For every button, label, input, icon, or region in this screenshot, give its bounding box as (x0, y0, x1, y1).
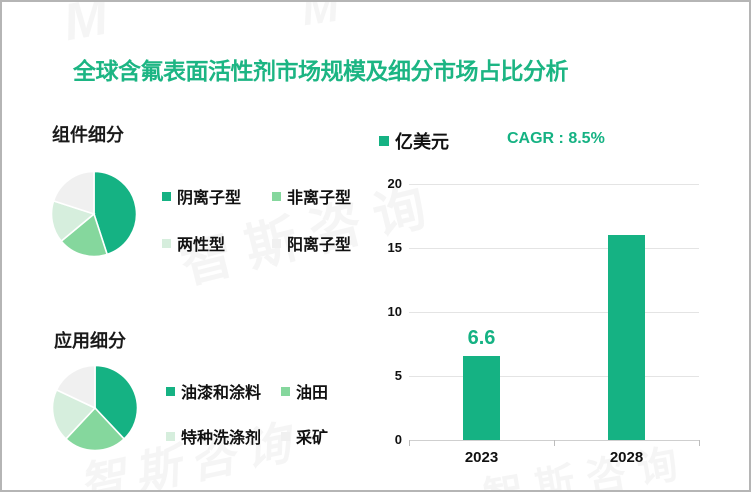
bar-2023 (463, 355, 500, 440)
pie-slice (52, 170, 95, 216)
y-axis-tick-label: 10 (387, 304, 402, 319)
legend-item: 两性型 (162, 231, 225, 255)
legend-swatch-cationic (272, 238, 281, 248)
gridline (409, 375, 699, 377)
bar-value-label: 6.6 (467, 326, 496, 349)
legend-item: 油漆和涂料 (166, 379, 261, 403)
x-axis-tick (409, 440, 410, 446)
legend-swatch-paints (166, 386, 175, 396)
legend-item: 油田 (281, 379, 328, 403)
legend-label-detergents: 特种洗涤剂 (181, 430, 262, 447)
bar-chart-unit-legend: 亿美元 (379, 128, 449, 154)
legend-label-oilfield: 油田 (296, 385, 329, 402)
pie-slice (93, 170, 138, 256)
bar-chart-plot: 0 5 10 15 20 6.6 2023 2028 (388, 176, 700, 466)
watermark-logo-top-center: M (298, 0, 342, 36)
legend-label-mining: 采矿 (296, 430, 329, 447)
legend-swatch-oilfield (281, 386, 290, 396)
x-axis-category-label: 2028 (609, 449, 644, 466)
y-axis-tick-label: 20 (387, 176, 402, 191)
bar-2028 (608, 235, 645, 440)
cagr-label: CAGR : 8.5% (507, 130, 605, 147)
legend-swatch-anionic (162, 191, 171, 201)
legend-item: 阴离子型 (162, 184, 241, 208)
gridline (409, 183, 699, 185)
pie-slice (94, 364, 139, 441)
page-title: 全球含氟表面活性剂市场规模及细分市场占比分析 (73, 58, 569, 84)
x-axis-category-label: 2023 (464, 449, 499, 466)
pie-slice (55, 364, 96, 410)
legend-item: 阳离子型 (272, 231, 351, 255)
section-heading-components: 组件细分 (52, 125, 124, 145)
legend-label-anionic: 阴离子型 (177, 190, 242, 207)
section-heading-applications: 应用细分 (54, 331, 126, 351)
watermark-text-middle: 智斯咨询 (175, 174, 446, 295)
pie-chart-components (50, 170, 138, 258)
legend-swatch-detergents (166, 431, 175, 441)
legend-swatch-mining (281, 431, 290, 441)
x-axis-tick (554, 440, 555, 446)
pie-slice (51, 388, 97, 441)
pie-slice (64, 406, 126, 452)
legend-label-cationic: 阳离子型 (287, 237, 352, 254)
gridline (409, 247, 699, 249)
pie-slice (60, 212, 109, 258)
legend-swatch-unit (379, 136, 389, 146)
legend-swatch-amphoteric (162, 238, 171, 248)
watermark-logo-top-left: M (59, 0, 113, 53)
y-axis-tick-label: 15 (387, 240, 402, 255)
x-axis-tick (699, 440, 700, 446)
gridline (409, 311, 699, 313)
y-axis-tick-label: 0 (394, 432, 402, 447)
legend-swatch-nonionic (272, 191, 281, 201)
legend-label-nonionic: 非离子型 (287, 190, 352, 207)
unit-label: 亿美元 (395, 132, 449, 152)
pie-chart-applications (51, 364, 139, 452)
legend-item: 非离子型 (272, 184, 351, 208)
legend-label-amphoteric: 两性型 (177, 237, 226, 254)
legend-item: 采矿 (281, 424, 328, 448)
legend-label-paints: 油漆和涂料 (181, 385, 262, 402)
y-axis-tick-label: 5 (394, 368, 402, 383)
legend-item: 特种洗涤剂 (166, 424, 261, 448)
